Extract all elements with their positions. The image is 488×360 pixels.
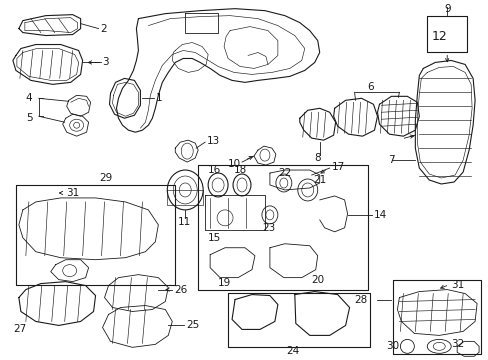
Text: 31: 31	[450, 280, 464, 289]
Text: 19: 19	[218, 278, 231, 288]
Text: 27: 27	[13, 324, 26, 334]
Text: 7: 7	[387, 155, 394, 165]
Text: 32: 32	[450, 339, 464, 349]
Text: 22: 22	[277, 168, 290, 178]
Text: 15: 15	[208, 233, 221, 243]
Text: 23: 23	[262, 223, 275, 233]
Text: 13: 13	[207, 136, 220, 146]
Text: 31: 31	[65, 188, 79, 198]
Text: 24: 24	[285, 346, 299, 356]
Text: 17: 17	[331, 162, 344, 172]
Text: 18: 18	[234, 165, 247, 175]
Text: 16: 16	[208, 165, 221, 175]
Text: 20: 20	[311, 275, 324, 285]
Text: 3: 3	[102, 58, 109, 67]
Text: 25: 25	[186, 320, 199, 330]
Text: 12: 12	[430, 30, 446, 43]
Text: 5: 5	[26, 113, 32, 123]
Text: 10: 10	[227, 159, 241, 169]
Text: 6: 6	[366, 82, 373, 93]
Text: 14: 14	[373, 210, 386, 220]
Text: 29: 29	[99, 173, 112, 183]
Text: 11: 11	[178, 217, 191, 227]
Text: 8: 8	[314, 153, 321, 163]
Text: 28: 28	[353, 294, 367, 305]
Text: 9: 9	[443, 4, 450, 14]
Text: 2: 2	[101, 24, 107, 33]
Text: 1: 1	[155, 93, 162, 103]
Text: 26: 26	[174, 284, 187, 294]
Text: 30: 30	[386, 341, 399, 351]
Text: 4: 4	[26, 93, 32, 103]
Text: 21: 21	[313, 175, 326, 185]
